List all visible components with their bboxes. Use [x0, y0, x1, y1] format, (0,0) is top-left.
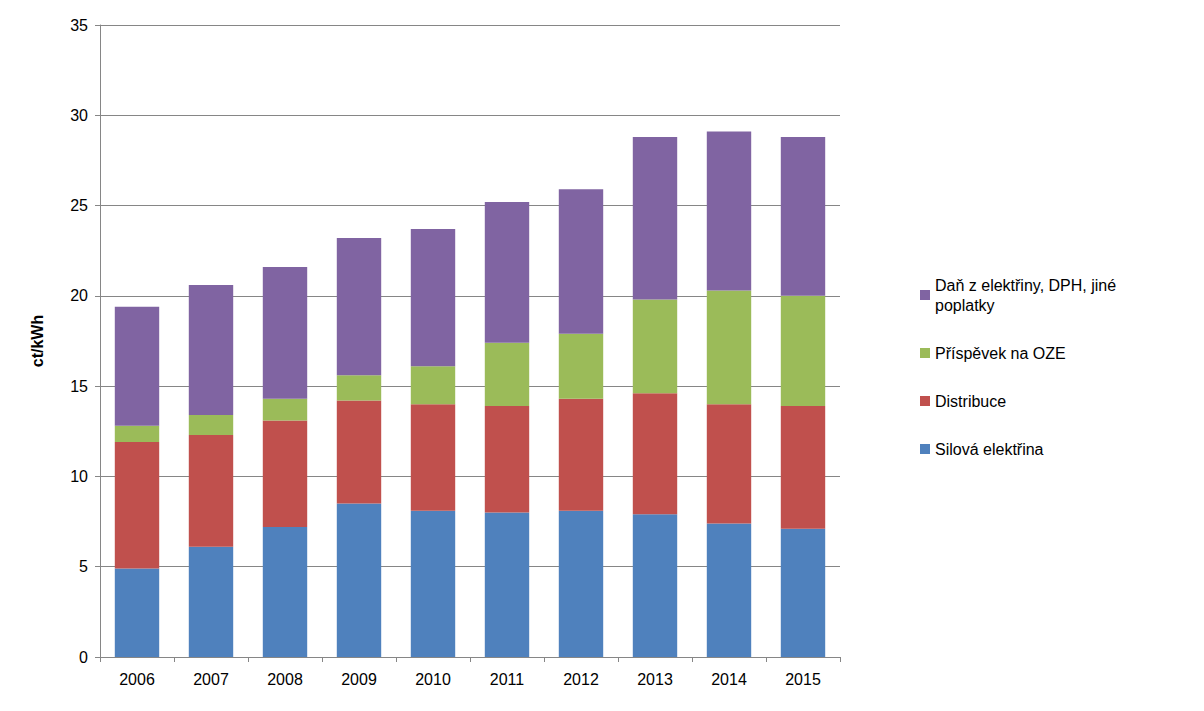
svg-text:2008: 2008	[267, 671, 303, 688]
svg-text:10: 10	[70, 468, 88, 485]
svg-text:2009: 2009	[341, 671, 377, 688]
svg-text:2011: 2011	[490, 671, 525, 688]
svg-text:0: 0	[79, 649, 88, 666]
svg-text:2012: 2012	[563, 671, 599, 688]
svg-text:2015: 2015	[785, 671, 821, 688]
svg-text:5: 5	[79, 558, 88, 575]
svg-text:15: 15	[70, 378, 88, 395]
svg-text:2013: 2013	[637, 671, 673, 688]
svg-text:2006: 2006	[119, 671, 155, 688]
svg-text:Distribuce: Distribuce	[935, 393, 1006, 410]
svg-text:25: 25	[70, 197, 88, 214]
svg-text:2007: 2007	[193, 671, 229, 688]
svg-text:2010: 2010	[415, 671, 451, 688]
svg-text:35: 35	[70, 17, 88, 34]
svg-text:Silová elektřina: Silová elektřina	[935, 441, 1044, 458]
svg-text:20: 20	[70, 287, 88, 304]
svg-text:2014: 2014	[711, 671, 747, 688]
svg-text:Příspěvek na OZE: Příspěvek na OZE	[935, 345, 1066, 362]
svg-text:30: 30	[70, 107, 88, 124]
svg-text:ct/kWh: ct/kWh	[29, 315, 46, 367]
svg-text:poplatky: poplatky	[935, 297, 995, 314]
svg-text:Daň z elektřiny, DPH, jiné: Daň z elektřiny, DPH, jiné	[935, 277, 1121, 294]
